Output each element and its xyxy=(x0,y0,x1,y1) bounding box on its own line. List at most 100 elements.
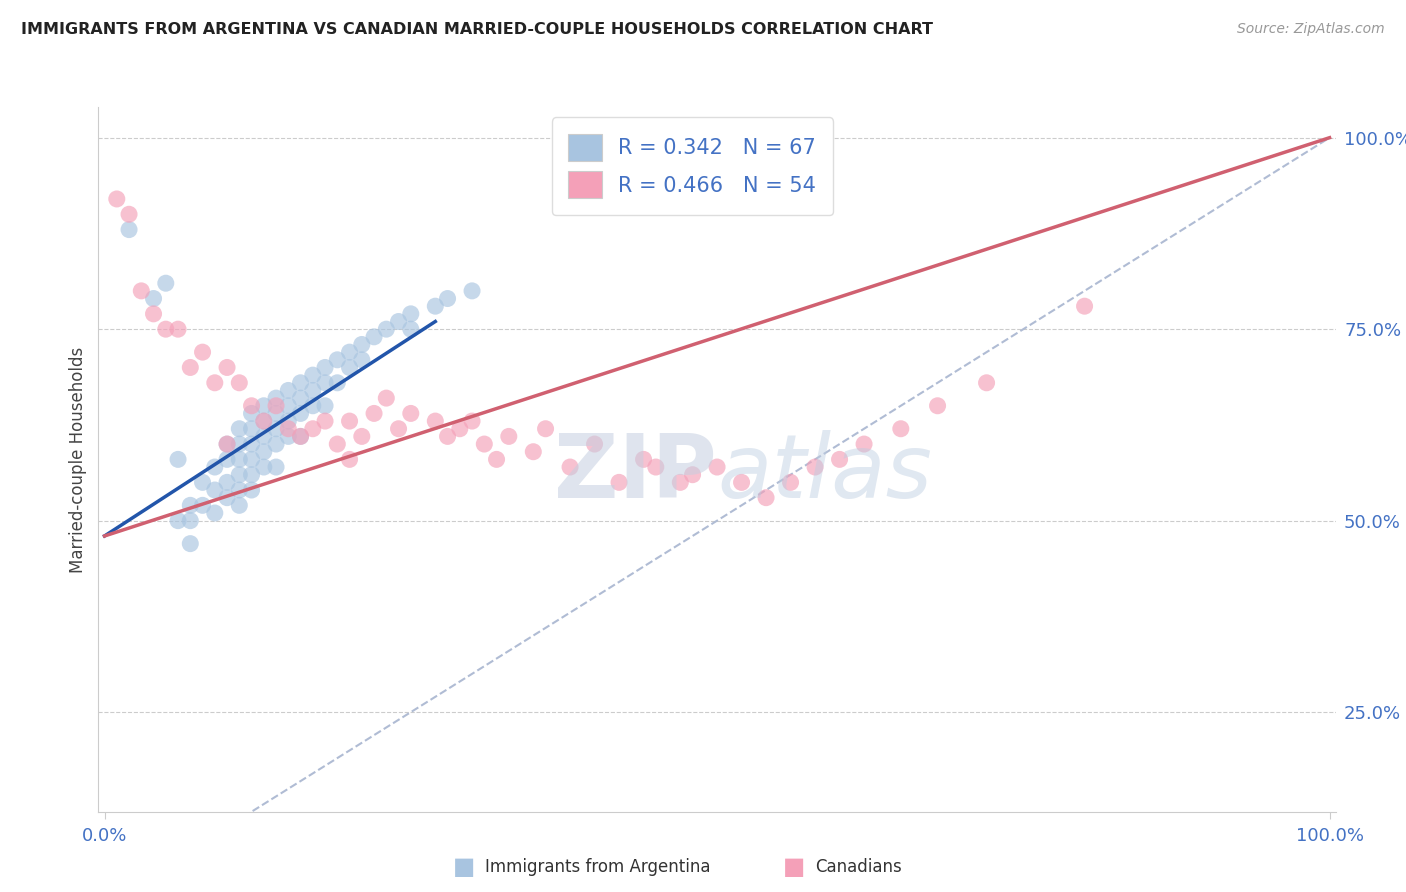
Point xyxy=(179,360,201,375)
Point xyxy=(240,406,263,420)
Point xyxy=(326,376,349,390)
Point xyxy=(142,292,165,306)
Point xyxy=(472,437,495,451)
Point xyxy=(264,399,287,413)
Point xyxy=(240,483,263,497)
Point xyxy=(485,452,508,467)
Point xyxy=(976,376,998,390)
Point xyxy=(142,307,165,321)
Point xyxy=(669,475,692,490)
Point xyxy=(118,222,141,236)
Point xyxy=(264,391,287,405)
Point xyxy=(264,437,287,451)
Point xyxy=(425,299,447,313)
Point xyxy=(301,422,323,436)
Point xyxy=(290,391,312,405)
Point xyxy=(853,437,876,451)
Point xyxy=(277,384,299,398)
Point xyxy=(105,192,128,206)
Point xyxy=(167,514,190,528)
Point xyxy=(215,475,238,490)
Text: ■: ■ xyxy=(783,855,806,879)
Point xyxy=(755,491,778,505)
Point xyxy=(436,292,458,306)
Point xyxy=(155,276,177,290)
Point xyxy=(804,460,827,475)
Point xyxy=(240,437,263,451)
Point xyxy=(215,437,238,451)
Point xyxy=(314,414,336,428)
Point xyxy=(129,284,152,298)
Point xyxy=(449,422,471,436)
Point xyxy=(522,444,544,458)
Point xyxy=(253,399,276,413)
Point xyxy=(375,322,398,336)
Text: IMMIGRANTS FROM ARGENTINA VS CANADIAN MARRIED-COUPLE HOUSEHOLDS CORRELATION CHAR: IMMIGRANTS FROM ARGENTINA VS CANADIAN MA… xyxy=(21,22,934,37)
Point xyxy=(890,422,912,436)
Point xyxy=(399,322,422,336)
Point xyxy=(240,452,263,467)
Point xyxy=(301,368,323,383)
Point xyxy=(326,352,349,367)
Y-axis label: Married-couple Households: Married-couple Households xyxy=(69,346,87,573)
Point xyxy=(534,422,557,436)
Point xyxy=(264,422,287,436)
Point xyxy=(350,429,373,443)
Point xyxy=(339,452,361,467)
Point xyxy=(927,399,949,413)
Text: Source: ZipAtlas.com: Source: ZipAtlas.com xyxy=(1237,22,1385,37)
Point xyxy=(290,429,312,443)
Point xyxy=(277,414,299,428)
Point xyxy=(155,322,177,336)
Point xyxy=(290,429,312,443)
Text: ■: ■ xyxy=(453,855,475,879)
Point xyxy=(204,506,226,520)
Point xyxy=(118,207,141,221)
Point xyxy=(253,414,276,428)
Point xyxy=(425,414,447,428)
Point xyxy=(498,429,520,443)
Point xyxy=(191,499,214,513)
Point xyxy=(779,475,801,490)
Point xyxy=(633,452,655,467)
Point xyxy=(301,399,323,413)
Text: ZIP: ZIP xyxy=(554,430,717,517)
Point xyxy=(682,467,704,482)
Point xyxy=(314,399,336,413)
Point xyxy=(706,460,728,475)
Point xyxy=(204,376,226,390)
Point xyxy=(339,414,361,428)
Point xyxy=(607,475,630,490)
Point xyxy=(461,284,484,298)
Point xyxy=(290,376,312,390)
Point xyxy=(253,414,276,428)
Point xyxy=(375,391,398,405)
Point xyxy=(730,475,752,490)
Text: Immigrants from Argentina: Immigrants from Argentina xyxy=(485,858,710,876)
Point xyxy=(253,444,276,458)
Point xyxy=(179,536,201,550)
Point xyxy=(228,422,250,436)
Point xyxy=(264,460,287,475)
Point xyxy=(240,399,263,413)
Point xyxy=(253,429,276,443)
Point xyxy=(204,483,226,497)
Point xyxy=(204,460,226,475)
Point xyxy=(277,399,299,413)
Point xyxy=(387,422,409,436)
Point xyxy=(583,437,606,451)
Point xyxy=(350,352,373,367)
Point xyxy=(240,422,263,436)
Point xyxy=(228,483,250,497)
Point xyxy=(179,514,201,528)
Point xyxy=(228,376,250,390)
Point xyxy=(191,475,214,490)
Point xyxy=(277,422,299,436)
Point xyxy=(558,460,581,475)
Point xyxy=(399,406,422,420)
Point xyxy=(228,467,250,482)
Point xyxy=(339,360,361,375)
Point xyxy=(179,499,201,513)
Point xyxy=(253,460,276,475)
Point xyxy=(363,330,385,344)
